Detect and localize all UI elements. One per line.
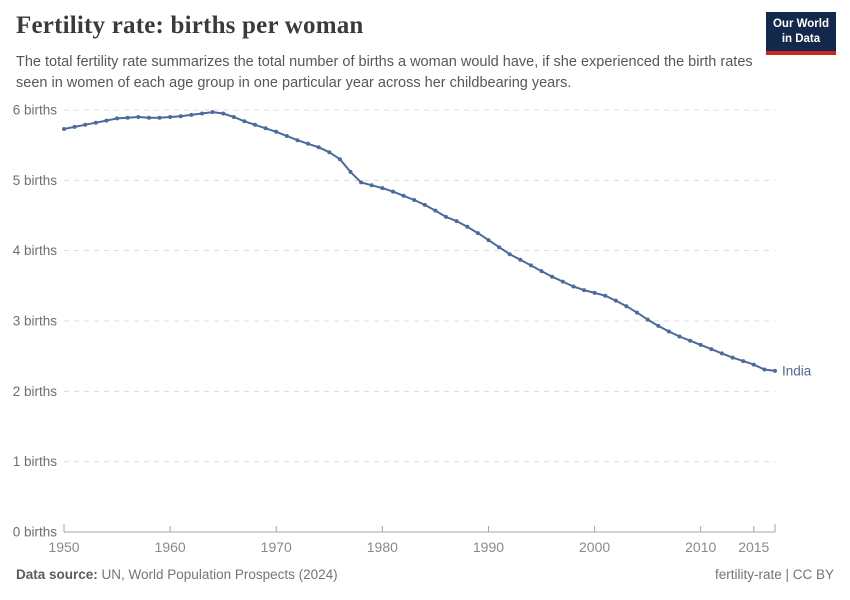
data-point-marker xyxy=(422,202,427,207)
x-axis-tick-label: 2010 xyxy=(685,539,716,555)
x-axis-tick-label: 1970 xyxy=(261,539,292,555)
data-point-marker xyxy=(168,115,173,119)
chart-subtitle: The total fertility rate summarizes the … xyxy=(16,54,753,91)
data-point-marker xyxy=(316,145,321,150)
data-point-marker xyxy=(582,288,586,293)
data-point-marker xyxy=(231,115,236,119)
data-point-marker xyxy=(412,198,417,202)
data-point-marker xyxy=(274,129,279,134)
data-point-marker xyxy=(635,310,639,315)
data-point-marker xyxy=(401,193,406,198)
data-point-marker xyxy=(104,118,109,123)
owid-logo-line1: Our World xyxy=(772,18,829,30)
data-point-marker xyxy=(741,359,746,364)
data-point-marker xyxy=(337,157,342,162)
x-axis-tick-label: 1990 xyxy=(473,539,504,555)
x-axis-tick-label: 1960 xyxy=(155,539,186,555)
data-point-marker xyxy=(125,115,130,120)
data-source-value: UN, World Population Prospects (2024) xyxy=(97,567,338,582)
license-note[interactable]: fertility-rate | CC BY xyxy=(714,567,834,582)
data-point-marker xyxy=(157,115,162,120)
data-point-marker xyxy=(72,124,77,129)
data-point-marker xyxy=(465,224,470,229)
data-point-marker xyxy=(475,231,480,236)
data-point-marker xyxy=(115,116,120,121)
data-point-marker xyxy=(603,293,608,298)
data-point-marker xyxy=(391,189,395,194)
owid-logo-line2: in Data xyxy=(781,32,821,45)
data-point-marker xyxy=(645,317,650,322)
x-axis-tick-label: 2015 xyxy=(738,539,769,555)
y-axis-label: 0 births xyxy=(13,525,58,540)
y-axis-label: 3 births xyxy=(13,314,58,329)
data-point-marker xyxy=(762,367,767,372)
data-point-marker xyxy=(709,347,714,352)
data-point-marker xyxy=(507,252,512,257)
data-point-marker xyxy=(656,323,661,328)
data-point-marker xyxy=(698,342,703,347)
data-point-marker xyxy=(242,119,247,124)
data-source-label: Data source: xyxy=(16,567,98,582)
data-point-marker xyxy=(306,141,311,146)
x-axis-tick-label: 1980 xyxy=(367,539,398,555)
data-point-marker xyxy=(751,362,756,367)
y-axis-label: 1 births xyxy=(13,454,58,469)
x-axis-tick-label: 2000 xyxy=(579,539,610,555)
data-point-marker xyxy=(773,368,777,373)
data-point-marker xyxy=(178,114,183,119)
page-title: Fertility rate: births per woman xyxy=(16,12,364,39)
y-axis-label: 4 births xyxy=(13,243,58,258)
data-point-marker xyxy=(284,134,289,138)
chart-footer: Data source: UN, World Population Prospe… xyxy=(16,567,834,582)
data-point-marker xyxy=(528,263,533,268)
data-point-marker xyxy=(571,284,576,289)
data-point-marker xyxy=(592,290,597,295)
data-point-marker xyxy=(380,186,385,191)
data-point-marker xyxy=(348,169,353,174)
data-point-marker xyxy=(454,219,459,224)
data-point-marker xyxy=(719,351,724,356)
data-point-marker xyxy=(295,138,300,143)
data-point-marker xyxy=(189,112,194,117)
y-axis-label: 6 births xyxy=(13,103,58,118)
data-point-marker xyxy=(730,355,735,360)
data-point-marker xyxy=(210,110,215,115)
owid-logo[interactable]: Our World in Data xyxy=(765,12,836,55)
data-point-marker xyxy=(688,338,693,343)
data-point-marker xyxy=(497,245,502,250)
data-point-marker xyxy=(253,122,257,127)
data-point-marker xyxy=(444,214,448,219)
data-point-marker xyxy=(677,334,682,339)
data-point-marker xyxy=(136,115,141,119)
data-point-marker xyxy=(433,208,438,213)
data-point-marker xyxy=(518,257,523,262)
data-point-marker xyxy=(359,180,364,185)
data-point-marker xyxy=(327,150,332,155)
data-point-marker xyxy=(83,122,88,127)
data-point-marker xyxy=(560,279,565,284)
data-point-marker xyxy=(369,183,374,188)
data-point-marker xyxy=(62,127,66,131)
data-point-marker xyxy=(263,126,268,131)
data-point-marker xyxy=(613,298,618,303)
data-point-marker xyxy=(200,111,204,116)
data-point-marker xyxy=(666,329,671,334)
data-point-marker xyxy=(93,120,98,125)
x-axis-tick-label: 1950 xyxy=(48,539,79,555)
data-point-marker xyxy=(550,274,555,279)
data-point-marker xyxy=(486,238,491,243)
y-axis-label: 2 births xyxy=(13,384,58,399)
data-point-marker xyxy=(221,111,226,116)
series-label-india[interactable]: India xyxy=(782,363,812,378)
data-point-marker xyxy=(624,304,629,309)
y-axis-label: 5 births xyxy=(13,173,58,188)
data-point-marker xyxy=(146,115,151,120)
data-source: Data source: UN, World Population Prospe… xyxy=(16,567,338,582)
data-point-marker xyxy=(539,269,544,274)
